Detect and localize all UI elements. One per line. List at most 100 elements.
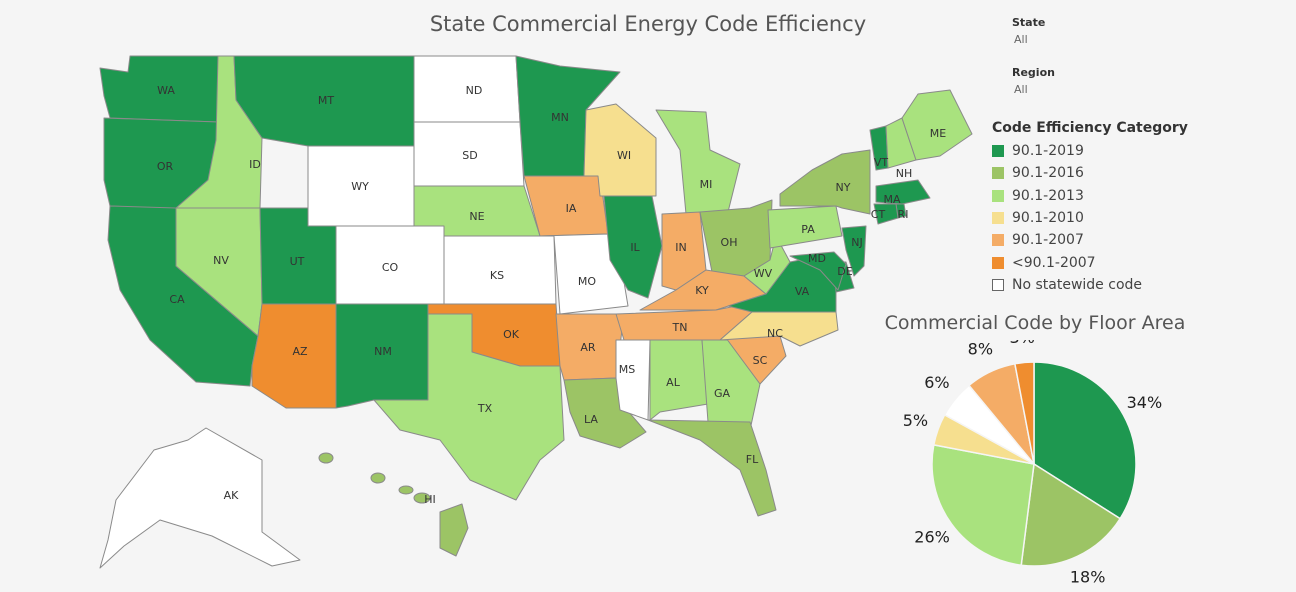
- legend-item[interactable]: No statewide code: [992, 274, 1292, 296]
- state-label-wa: WA: [157, 84, 175, 97]
- state-label-vt: VT: [874, 156, 889, 169]
- legend-item[interactable]: 90.1-2013: [992, 185, 1292, 207]
- legend: Code Efficiency Category 90.1-2019 90.1-2…: [992, 120, 1292, 296]
- pie-slice[interactable]: [1014, 361, 1035, 465]
- state-filter[interactable]: State All: [1012, 16, 1045, 46]
- state-label-me: ME: [930, 127, 946, 140]
- state-ms[interactable]: [615, 339, 651, 421]
- state-label-az: AZ: [292, 345, 308, 358]
- state-label-ca: CA: [169, 293, 185, 306]
- state-fl[interactable]: [647, 419, 777, 517]
- state-label-pa: PA: [801, 223, 815, 236]
- legend-title: Code Efficiency Category: [992, 120, 1188, 136]
- pie-title: Commercial Code by Floor Area: [884, 312, 1186, 334]
- pie-slice-label: 3%: [1009, 340, 1034, 347]
- pie-slice-label: 26%: [914, 528, 950, 547]
- state-nj[interactable]: [841, 225, 867, 277]
- state-label-la: LA: [584, 413, 598, 426]
- legend-swatch: [992, 212, 1004, 225]
- state-label-ct: CT: [871, 208, 886, 221]
- state-label-nv: NV: [213, 254, 229, 267]
- state-label-ut: UT: [290, 255, 305, 268]
- state-label-co: CO: [382, 261, 399, 274]
- state-label-ms: MS: [619, 363, 635, 376]
- state-ak[interactable]: [99, 427, 301, 569]
- state-ma[interactable]: [875, 179, 931, 205]
- state-label-il: IL: [630, 241, 640, 254]
- state-label-ak: AK: [224, 489, 240, 502]
- legend-items: 90.1-2019 90.1-2016 90.1-2013 90.1-2010 90.1…: [992, 140, 1292, 296]
- state-hi-island[interactable]: [413, 492, 431, 504]
- state-hi-island[interactable]: [398, 485, 414, 495]
- state-label-nc: NC: [767, 327, 783, 340]
- state-label-sd: SD: [462, 149, 477, 162]
- region-filter[interactable]: Region All: [1012, 66, 1055, 96]
- legend-item[interactable]: 90.1-2016: [992, 162, 1292, 184]
- state-wv[interactable]: [743, 235, 791, 295]
- state-label-tx: TX: [477, 402, 493, 415]
- state-label-ny: NY: [836, 181, 851, 194]
- legend-swatch: [992, 189, 1004, 202]
- legend-swatch: [992, 278, 1004, 291]
- pie-slice-label: 18%: [1070, 568, 1106, 587]
- state-label-ok: OK: [503, 328, 520, 341]
- state-il[interactable]: [603, 195, 663, 299]
- state-label-or: OR: [157, 160, 174, 173]
- state-filter-value[interactable]: All: [1014, 33, 1028, 46]
- state-hi-island[interactable]: [318, 452, 334, 464]
- state-label-va: VA: [795, 285, 810, 298]
- legend-item[interactable]: 90.1-2010: [992, 207, 1292, 229]
- state-label-nm: NM: [374, 345, 392, 358]
- state-label-mi: MI: [700, 178, 713, 191]
- state-label-wi: WI: [617, 149, 631, 162]
- state-tx[interactable]: [373, 313, 565, 501]
- state-label-in: IN: [675, 241, 686, 254]
- map-title: State Commercial Energy Code Efficiency: [429, 12, 867, 36]
- state-mi[interactable]: [655, 109, 741, 215]
- state-label-ne: NE: [469, 210, 484, 223]
- state-ct[interactable]: [873, 203, 899, 225]
- state-hi-island[interactable]: [370, 472, 386, 484]
- pie-slice[interactable]: [931, 444, 1035, 567]
- state-label-ga: GA: [714, 387, 731, 400]
- state-label-ri: RI: [898, 208, 909, 221]
- state-label-de: DE: [837, 265, 852, 278]
- legend-label: 90.1-2010: [1012, 210, 1084, 227]
- state-label-nd: ND: [466, 84, 483, 97]
- state-label-mt: MT: [318, 94, 334, 107]
- legend-item[interactable]: <90.1-2007: [992, 251, 1292, 273]
- legend-swatch: [992, 145, 1004, 158]
- region-filter-label: Region: [1012, 66, 1055, 79]
- state-ny[interactable]: [779, 149, 871, 215]
- state-label-ar: AR: [580, 341, 596, 354]
- state-label-id: ID: [249, 158, 261, 171]
- legend-label: 90.1-2013: [1012, 187, 1084, 204]
- state-label-ks: KS: [490, 269, 504, 282]
- pie-slice-label: 8%: [968, 340, 993, 358]
- state-label-tn: TN: [672, 321, 688, 334]
- state-md[interactable]: [789, 251, 847, 291]
- state-hi[interactable]: [439, 503, 469, 557]
- state-label-ma: MA: [883, 193, 900, 206]
- state-al[interactable]: [649, 339, 709, 421]
- state-label-sc: SC: [753, 354, 768, 367]
- pie-slice[interactable]: [1020, 462, 1122, 567]
- state-label-hi: HI: [424, 493, 436, 506]
- state-label-nh: NH: [896, 167, 913, 180]
- state-label-ky: KY: [695, 284, 709, 297]
- legend-item[interactable]: 90.1-2019: [992, 140, 1292, 162]
- legend-label: <90.1-2007: [1012, 254, 1096, 271]
- pie-slice-label: 5%: [903, 411, 928, 430]
- floor-area-pie-chart[interactable]: 34% 18% 26% 5% 6% 8% 3%: [860, 340, 1180, 592]
- legend-swatch: [992, 256, 1004, 269]
- state-label-nj: NJ: [851, 236, 862, 249]
- state-pa[interactable]: [767, 205, 843, 249]
- legend-label: 90.1-2016: [1012, 165, 1084, 182]
- state-label-al: AL: [666, 376, 681, 389]
- state-label-wv: WV: [754, 267, 773, 280]
- legend-item[interactable]: 90.1-2007: [992, 229, 1292, 251]
- state-me[interactable]: [901, 89, 973, 161]
- region-filter-value[interactable]: All: [1014, 83, 1028, 96]
- legend-label: No statewide code: [1012, 276, 1143, 293]
